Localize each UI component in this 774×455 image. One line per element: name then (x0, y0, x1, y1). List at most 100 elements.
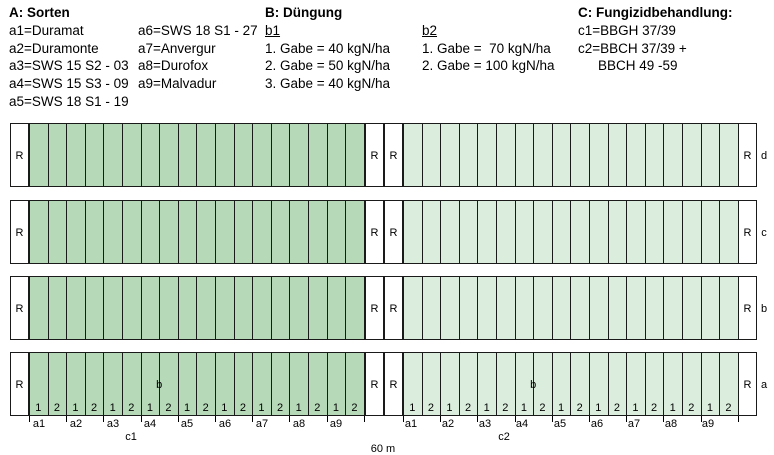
experimental-plot (607, 200, 628, 264)
border-plot-label: R (370, 227, 379, 239)
variety-label: a6 (218, 418, 232, 430)
variety-label: a1 (404, 418, 418, 430)
experimental-plot (66, 276, 86, 340)
block-label-c1: c1 (125, 431, 137, 443)
plot-number: 1 (409, 402, 416, 414)
experimental-plot (159, 276, 179, 340)
border-plot-label: R (743, 379, 752, 391)
plot-number: 1 (446, 402, 453, 414)
border-plot (10, 123, 29, 187)
variety-label: a5 (180, 418, 194, 430)
experimental-plot (663, 200, 683, 264)
plot-number: 2 (277, 402, 284, 414)
variety-label: a8 (292, 418, 306, 430)
legend-b2-item: 1. Gabe = 70 kgN/ha (422, 41, 551, 56)
plot-number: 2 (128, 402, 135, 414)
replicate-label: a (760, 379, 768, 391)
experimental-plot (103, 200, 123, 264)
experimental-plot (66, 123, 86, 187)
experimental-plot (252, 123, 272, 187)
variety-label: a3 (106, 418, 120, 430)
legend-a-title: A: Sorten (9, 5, 70, 20)
experimental-plot (270, 276, 291, 340)
experimental-plot (196, 123, 216, 187)
axis-tick (140, 416, 142, 422)
experimental-plot (345, 123, 365, 187)
plot-number: 1 (184, 402, 191, 414)
border-plot-label: R (389, 227, 398, 239)
plot-number: 2 (651, 402, 658, 414)
axis-tick (700, 416, 702, 422)
variety-label: a2 (441, 418, 455, 430)
experimental-plot (47, 200, 68, 264)
experimental-plot (29, 276, 49, 340)
plot-number: 2 (465, 402, 472, 414)
experimental-plot (644, 123, 665, 187)
border-plot-label: R (743, 303, 752, 315)
replicate-label: c (761, 227, 767, 239)
experimental-plot (496, 123, 516, 187)
experimental-plot (551, 123, 572, 187)
legend-c-item: BBCH 49 -59 (598, 58, 678, 73)
experimental-plot (589, 276, 609, 340)
experimental-plot (440, 123, 460, 187)
border-plot-label: R (15, 303, 24, 315)
plot-number: 1 (295, 402, 302, 414)
experimental-plot (196, 200, 216, 264)
experimental-plot (122, 200, 142, 264)
axis-tick (215, 416, 216, 422)
experimental-plot (103, 123, 123, 187)
experimental-plot (177, 200, 198, 264)
experimental-plot (533, 123, 553, 187)
plot-number: 1 (146, 402, 153, 414)
experimental-plot (589, 200, 609, 264)
experimental-plot (159, 123, 179, 187)
experimental-plot (252, 276, 272, 340)
experimental-plot (700, 276, 721, 340)
legend-a-item: a1=Duramat (9, 23, 84, 38)
axis-tick (29, 416, 30, 422)
plot-number: 2 (613, 402, 620, 414)
experimental-plot (626, 123, 646, 187)
variety-label: a5 (553, 418, 567, 430)
experimental-plot (421, 123, 442, 187)
experimental-plot (440, 200, 460, 264)
plot-number: 2 (725, 402, 732, 414)
experimental-plot (589, 123, 609, 187)
experimental-plot (345, 200, 365, 264)
experimental-plot (345, 352, 365, 416)
plot-number: 1 (35, 402, 42, 414)
experimental-plot (308, 276, 328, 340)
experimental-plot (458, 200, 479, 264)
experimental-plot (458, 123, 479, 187)
experimental-plot (140, 276, 161, 340)
experimental-plot (29, 123, 49, 187)
border-plot-label: R (370, 303, 379, 315)
border-plot (365, 123, 384, 187)
border-plot-label: R (743, 150, 752, 162)
axis-tick (363, 416, 365, 422)
plot-number: 1 (706, 402, 713, 414)
experimental-plot (719, 200, 739, 264)
plot-number: 1 (632, 402, 639, 414)
experimental-plot (719, 123, 739, 187)
experimental-plot (47, 123, 68, 187)
variety-label: a9 (329, 418, 343, 430)
plot-number: 1 (595, 402, 602, 414)
plot-number: 2 (351, 402, 358, 414)
experimental-plot (403, 123, 423, 187)
experimental-plot (140, 200, 161, 264)
border-plot (384, 200, 403, 264)
border-plot-label: R (15, 379, 24, 391)
border-plot-label: R (389, 303, 398, 315)
experimental-plot (84, 200, 105, 264)
legend-a-item: a9=Malvadur (138, 76, 217, 91)
axis-tick (477, 416, 479, 422)
plot-number: 2 (314, 402, 321, 414)
plot-number: 1 (669, 402, 676, 414)
plot-number: 1 (558, 402, 565, 414)
axis-tick (103, 416, 105, 422)
legend-c-item: c2=BBCH 37/39 + (578, 41, 687, 56)
legend-c-title: C: Fungizidbehandlung: (578, 5, 733, 20)
experimental-plot (514, 123, 535, 187)
